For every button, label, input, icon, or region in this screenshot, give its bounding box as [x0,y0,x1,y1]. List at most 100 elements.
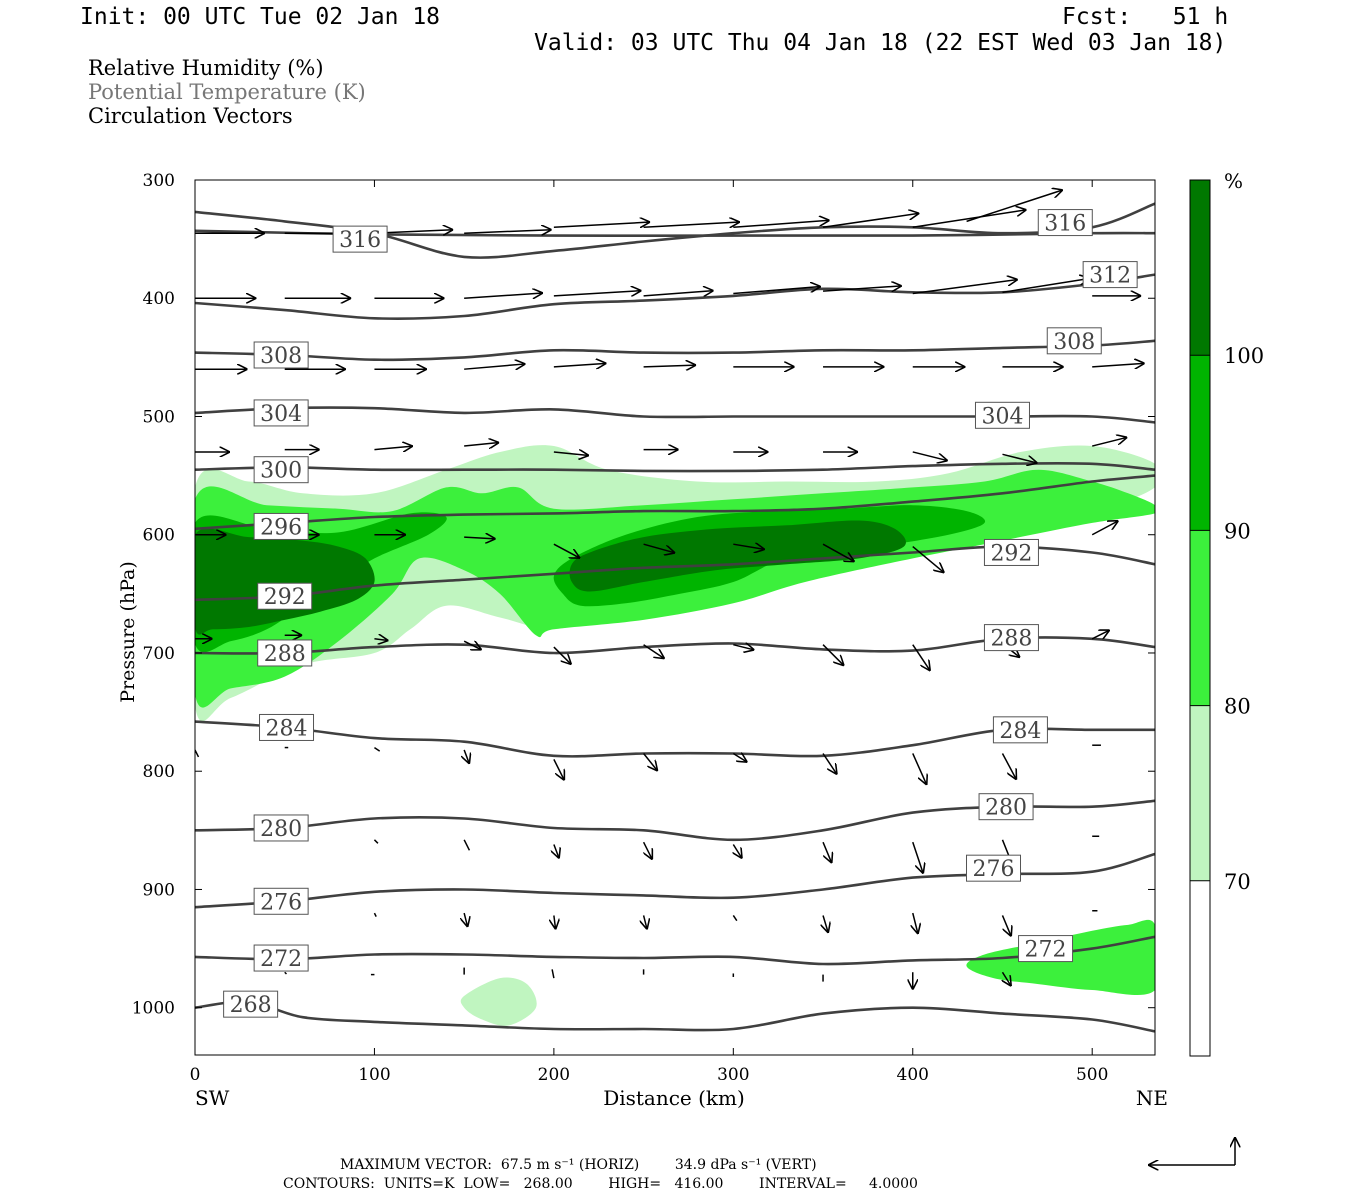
theta-contour-300 [195,461,1155,473]
x-tick-label: 0 [190,1065,201,1085]
y-tick-label: 600 [143,526,175,546]
theta-label: 312 [1089,264,1131,289]
theta-label: 288 [990,627,1032,652]
theta-label-box [257,639,313,667]
theta-label: 288 [264,642,306,667]
circulation-vector [553,222,650,229]
theta-contour-312 [195,273,1155,320]
circulation-vector [553,759,565,780]
legend-relative-humidity: Relative Humidity (%) [88,56,324,80]
theta-label-box [1046,327,1102,355]
x-tick-label: 500 [1076,1065,1108,1085]
colorbar-segment [1190,705,1210,881]
legend-potential-temperature: Potential Temperature (K) [88,80,366,104]
circulation-vector [373,839,379,844]
theta-label: 272 [1025,938,1067,963]
max-vector-note: MAXIMUM VECTOR: 67.5 m s⁻¹ (HORIZ) 34.9 … [340,1157,817,1173]
theta-label: 300 [260,459,302,484]
circulation-vector [551,969,555,979]
circulation-vector [733,544,765,549]
theta-label: 316 [1044,212,1086,237]
theta-label-box [257,582,313,610]
colorbar-level-label: 100 [1224,344,1264,368]
theta-contour-layer [195,202,1155,1033]
theta-label: 296 [260,515,302,540]
y-axis-label: Pressure (hPa) [117,561,139,703]
theta-label-box [1082,261,1138,289]
rh-region-70 [460,977,537,1026]
circulation-vector [195,749,200,758]
circulation-vector [553,543,580,558]
theta-label: 292 [264,585,306,610]
theta-contour-272 [195,935,1155,966]
circulation-vector [823,915,828,933]
plot-frame [194,179,1156,1056]
theta-label: 284 [266,716,308,741]
colorbar-level-label: 90 [1224,519,1251,543]
circulation-vector [643,291,714,296]
circulation-vector [912,545,945,573]
theta-label: 316 [339,228,381,253]
circulation-vector [822,841,832,863]
circulation-vector [733,844,742,859]
circulation-vector [1092,363,1145,367]
circulation-vector [822,644,844,666]
circulation-vector [464,749,469,764]
theta-label-box [253,814,309,842]
circulation-vector [374,639,388,641]
circulation-vector [464,230,552,234]
colorbar-frame [1189,179,1211,1057]
colorbar: % 70 80 90 100 [1189,169,1264,1057]
y-tick-label: 400 [143,289,175,309]
circulation-vector [912,451,948,461]
circulation-vector [822,543,855,562]
circulation-vector [374,446,413,450]
circulation-vector [373,912,377,917]
circulation-vector [643,543,676,553]
circulation-vector [642,841,653,860]
x-tick-label: 300 [717,1065,749,1085]
theta-label: 304 [260,402,302,427]
theta-label: 276 [973,857,1015,882]
circulation-vector [554,915,556,929]
theta-label-box [974,401,1030,429]
circulation-vector [284,971,287,975]
contour-note: CONTOURS: UNITS=K LOW= 268.00 HIGH= 416.… [283,1176,918,1192]
theta-label-box [332,225,388,253]
axis-layer: 0 100 200 300 400 500 300 400 500 600 700 800 900 100… [132,171,1155,1085]
colorbar-segment [1190,530,1210,706]
y-tick-label: 500 [143,407,175,427]
y-tick-label: 700 [143,644,175,664]
circulation-vector [464,443,499,447]
endpoint-right-label: NE [1136,1086,1168,1110]
circulation-vector [643,644,665,659]
x-tick-label: 100 [358,1065,390,1085]
circulation-vector [732,915,738,922]
colorbar-segment [1190,880,1210,1056]
theta-label-box [253,399,309,427]
theta-label: 272 [260,947,302,972]
circulation-vector [1001,915,1011,936]
circulation-vector [912,841,924,874]
forecast-hour: Fcst: 51 h [1062,4,1229,30]
circulation-vector [913,912,918,934]
circulation-vector [553,363,607,367]
y-tick-label: 300 [143,171,175,191]
circulation-vector [732,753,747,762]
rh-region-100 [569,520,906,592]
circulation-vector [643,222,740,229]
endpoint-left-label: SW [195,1086,230,1110]
theta-label: 308 [260,344,302,369]
theta-label-box [223,990,279,1018]
circulation-vector [822,213,919,229]
theta-contour-296 [195,474,1155,531]
circulation-vector [464,293,543,299]
theta-label-box [253,341,309,369]
circulation-vector [1002,278,1090,294]
circulation-vector [912,644,931,671]
circulation-vector [912,210,1027,229]
circulation-vector [644,915,648,929]
circulation-vector-layer [195,190,1145,990]
legend-circulation-vectors: Circulation Vectors [88,104,293,128]
theta-label: 304 [981,404,1023,429]
